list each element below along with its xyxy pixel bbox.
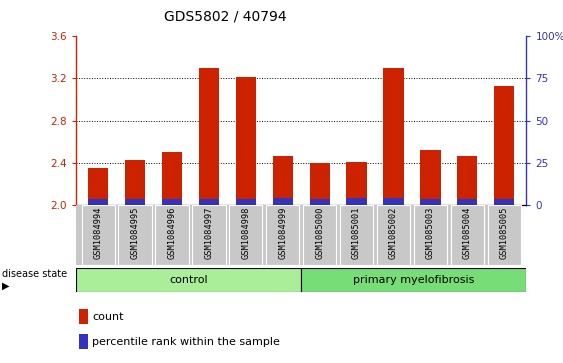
Bar [88,199,108,205]
Bar [199,68,219,205]
Text: GSM1085002: GSM1085002 [389,207,398,260]
Bar [310,163,330,205]
Bar [340,205,373,265]
Bar [155,205,189,265]
Bar [266,205,300,265]
Text: GSM1085003: GSM1085003 [426,207,435,260]
Bar [76,268,301,292]
Bar [383,68,404,205]
Bar [162,152,182,205]
Text: GSM1084994: GSM1084994 [93,207,102,260]
Bar [377,205,410,265]
Bar [199,199,219,205]
Bar [272,198,293,205]
Bar [236,199,256,205]
Bar [301,268,526,292]
Bar [494,86,515,205]
Text: percentile rank within the sample: percentile rank within the sample [92,337,280,347]
Bar [272,155,293,205]
Text: GSM1085004: GSM1085004 [463,207,472,260]
Bar [420,199,441,205]
Text: GSM1084998: GSM1084998 [242,207,251,260]
Bar [414,205,447,265]
Text: GSM1084996: GSM1084996 [167,207,176,260]
Bar [457,155,477,205]
Bar [346,162,367,205]
Bar [451,205,484,265]
Bar [420,150,441,205]
Bar [229,205,262,265]
Text: GSM1085005: GSM1085005 [500,207,509,260]
Bar [193,205,226,265]
Bar [88,168,108,205]
Text: GSM1084997: GSM1084997 [204,207,213,260]
Text: GSM1085001: GSM1085001 [352,207,361,260]
Bar [303,205,336,265]
Bar [494,199,515,205]
Bar [82,205,115,265]
Text: disease state: disease state [2,269,67,280]
Bar [79,334,88,349]
Text: count: count [92,311,124,322]
Bar [457,199,477,205]
Text: GSM1084995: GSM1084995 [131,207,140,260]
Text: control: control [169,275,208,285]
Bar [346,198,367,205]
Text: GSM1085000: GSM1085000 [315,207,324,260]
Bar [125,160,145,205]
Bar [79,309,88,324]
Bar [125,199,145,205]
Bar [162,199,182,205]
Bar [118,205,151,265]
Bar [488,205,521,265]
Text: primary myelofibrosis: primary myelofibrosis [353,275,475,285]
Text: ▶: ▶ [2,280,9,290]
Text: GSM1084999: GSM1084999 [278,207,287,260]
Bar [310,199,330,205]
Bar [383,198,404,205]
Bar [236,77,256,205]
Text: GDS5802 / 40794: GDS5802 / 40794 [164,9,287,23]
